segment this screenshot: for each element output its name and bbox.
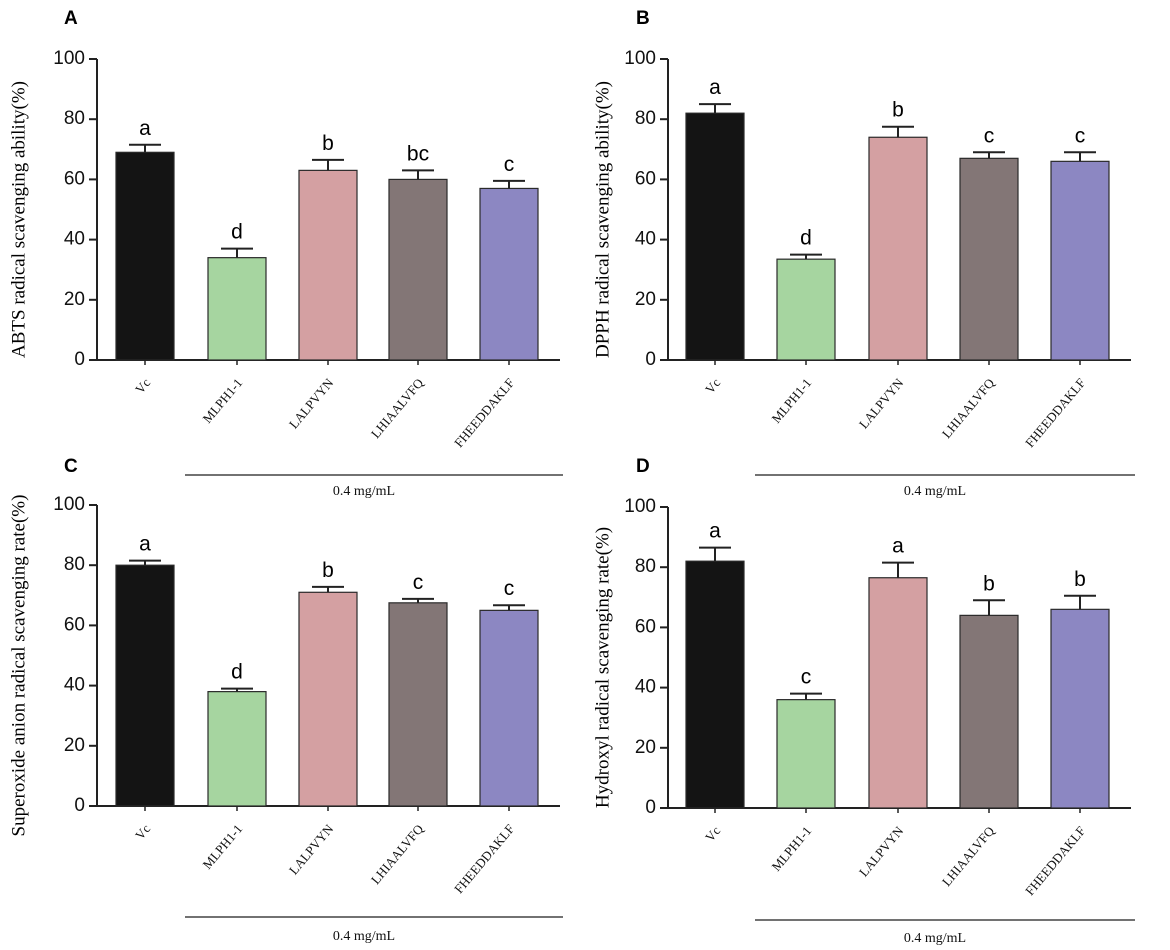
panel-b-category-label-1: Vc (702, 375, 723, 396)
panel-b-category-label-5: FHEEDDAKLF (1022, 375, 1088, 450)
panel-d-category-label-4: LHIAALVFQ (939, 823, 998, 889)
panel-b-letter-3: b (892, 99, 904, 122)
panel-c-label: C (64, 456, 78, 477)
panel-d-letter-4: b (983, 572, 995, 595)
panel-d-ytick-label: 100 (624, 496, 656, 517)
panel-b-letter-2: d (800, 227, 812, 250)
panel-a-letter-5: c (504, 153, 515, 176)
panel-b-ytick-label: 60 (635, 168, 656, 189)
panel-d-bar-5 (1050, 608, 1110, 809)
panel-c-ylabel: Superoxide anion radical scavenging rate… (8, 495, 29, 837)
panel-b-category-label-3: LALPVYN (856, 375, 907, 432)
panel-d-bar-3 (868, 577, 928, 809)
panel-d-ytick-label: 40 (635, 677, 656, 698)
panel-a-ytick-label: 20 (64, 289, 85, 310)
panel-b-letter-1: a (709, 76, 721, 99)
panel-b-letter-5: c (1075, 124, 1086, 147)
panel-b-bar-3 (868, 136, 928, 361)
panel-d-letter-3: a (892, 535, 904, 558)
panel-b-category-label-4: LHIAALVFQ (939, 375, 998, 441)
panel-a-category-label-2: MLPH1-1 (199, 375, 245, 426)
panel-b-letter-4: c (984, 124, 995, 147)
panel-d-ylabel: Hydroxyl radical scavenging rate(%) (592, 527, 613, 808)
panel-c-category-label-4: LHIAALVFQ (368, 821, 427, 887)
panel-a-ytick-label: 80 (64, 108, 85, 129)
panel-d-bar-4 (959, 614, 1019, 809)
panel-b-label: B (636, 8, 650, 29)
panel-c-ytick-label: 40 (64, 675, 85, 696)
panel-d-ytick-label: 20 (635, 737, 656, 758)
panel-b-ytick-label: 20 (635, 289, 656, 310)
panel-a-category-label-5: FHEEDDAKLF (451, 375, 517, 450)
panel-c-letter-1: a (139, 533, 151, 556)
panel-a-bar-1 (115, 151, 175, 361)
panel-a-category-label-3: LALPVYN (286, 375, 337, 432)
panel-c-category-label-5: FHEEDDAKLF (451, 821, 517, 896)
panel-b-ytick-label: 80 (635, 108, 656, 129)
panel-b-ytick-label: 40 (635, 229, 656, 250)
panel-c-ytick-label: 60 (64, 614, 85, 635)
panel-d-ytick-label: 60 (635, 616, 656, 637)
panel-a-ytick-label: 40 (64, 229, 85, 250)
panel-c-bar-2 (207, 691, 267, 807)
panel-b-bar-2 (776, 258, 836, 361)
panel-d-category-label-3: LALPVYN (856, 823, 907, 880)
panel-a-letter-2: d (231, 221, 243, 244)
panel-c-bar-4 (388, 602, 448, 807)
panel-c-ytick-label: 100 (53, 494, 85, 515)
panel-d-bar-1 (685, 560, 745, 809)
panel-a-category-label-4: LHIAALVFQ (368, 375, 427, 441)
panel-c-bar-3 (298, 591, 358, 807)
panel-a-category-label-1: Vc (132, 375, 153, 396)
panel-c-letter-3: b (322, 559, 334, 582)
panel-c-bar-1 (115, 564, 175, 807)
panel-b-ytick-label: 0 (645, 349, 656, 370)
panel-d-category-label-1: Vc (702, 823, 723, 844)
panel-d-group-label: 0.4 mg/mL (904, 931, 966, 946)
panel-a-ylabel: ABTS radical scavenging ability(%) (8, 81, 29, 358)
panel-a-group-label: 0.4 mg/mL (333, 484, 395, 499)
panel-b-group-label: 0.4 mg/mL (904, 484, 966, 499)
panel-c-letter-4: c (413, 571, 424, 594)
panel-c-letter-2: d (231, 661, 243, 684)
panel-d-letter-5: b (1074, 568, 1086, 591)
panel-a-letter-1: a (139, 117, 151, 140)
panel-b-bar-1 (685, 112, 745, 361)
panel-a-label: A (64, 8, 78, 29)
panel-b-ylabel: DPPH radical scavenging ability(%) (592, 81, 613, 358)
panel-b-bar-5 (1050, 160, 1110, 361)
panel-d-ytick-label: 80 (635, 556, 656, 577)
panel-c-category-label-3: LALPVYN (286, 821, 337, 878)
panel-c-group-label: 0.4 mg/mL (333, 929, 395, 944)
panel-a-bar-3 (298, 169, 358, 361)
panel-b-category-label-2: MLPH1-1 (768, 375, 814, 426)
panel-b-ytick-label: 100 (624, 48, 656, 69)
panel-d-bar-2 (776, 699, 836, 809)
panel-d-label: D (636, 456, 650, 477)
panel-b-bar-4 (959, 157, 1019, 361)
panel-c-ytick-label: 80 (64, 554, 85, 575)
panel-d-letter-1: a (709, 520, 721, 543)
panel-c-category-label-1: Vc (132, 821, 153, 842)
panel-a-ytick-label: 100 (53, 48, 85, 69)
panel-a-bar-2 (207, 257, 267, 361)
panel-c-category-label-2: MLPH1-1 (199, 821, 245, 872)
panel-a-bar-4 (388, 178, 448, 361)
panel-a-letter-4: bc (407, 142, 429, 165)
panel-d-category-label-2: MLPH1-1 (768, 823, 814, 874)
panel-c-bar-5 (479, 609, 539, 807)
panel-a-bar-5 (479, 187, 539, 361)
panel-c-letter-5: c (504, 577, 515, 600)
panel-d-ytick-label: 0 (645, 797, 656, 818)
panel-d-letter-2: c (801, 666, 812, 689)
panel-d-category-label-5: FHEEDDAKLF (1022, 823, 1088, 898)
panel-c-ytick-label: 0 (74, 795, 85, 816)
panel-a-ytick-label: 0 (74, 349, 85, 370)
panel-a-ytick-label: 60 (64, 168, 85, 189)
panel-c-ytick-label: 20 (64, 735, 85, 756)
panel-a-letter-3: b (322, 132, 334, 155)
